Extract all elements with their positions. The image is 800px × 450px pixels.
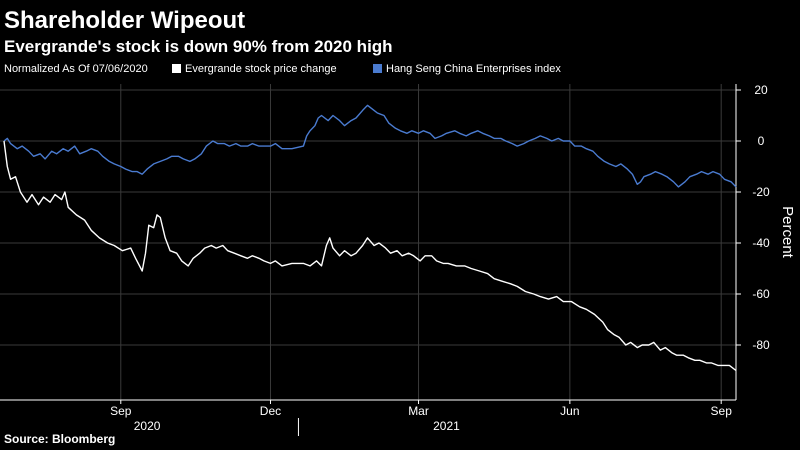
y-tick-label: -80 <box>752 338 770 352</box>
x-tick-label: Dec <box>260 404 281 418</box>
y-axis-label: Percent <box>779 206 796 259</box>
y-tick-label: 20 <box>754 83 768 97</box>
chart-title: Shareholder Wipeout <box>4 7 245 34</box>
x-tick-label: Sep <box>110 404 132 418</box>
legend: Normalized As Of 07/06/2020 Evergrande s… <box>4 63 561 75</box>
legend-label-evergrande: Evergrande stock price change <box>185 63 337 75</box>
gridlines <box>0 84 736 400</box>
evergrande-series-line <box>3 140 737 372</box>
legend-swatch-hscei <box>373 64 382 73</box>
y-tick-label: -40 <box>752 236 770 250</box>
y-tick-label: -60 <box>752 287 770 301</box>
legend-label-hscei: Hang Seng China Enterprises index <box>386 63 561 75</box>
series <box>3 104 737 372</box>
chart-subtitle: Evergrande's stock is down 90% from 2020… <box>4 37 393 56</box>
x-tick-label: Sep <box>711 404 733 418</box>
hscei-series-line <box>3 104 737 188</box>
legend-note: Normalized As Of 07/06/2020 <box>4 63 148 75</box>
x-year-label: 2021 <box>433 419 460 433</box>
x-tick-label: Mar <box>408 404 429 418</box>
y-tick-label: -20 <box>752 185 770 199</box>
source-note: Source: Bloomberg <box>4 432 115 446</box>
y-tick-label: 0 <box>758 134 765 148</box>
x-tick-label: Jun <box>560 404 579 418</box>
legend-swatch-evergrande <box>172 64 181 73</box>
x-year-label: 2020 <box>134 419 161 433</box>
